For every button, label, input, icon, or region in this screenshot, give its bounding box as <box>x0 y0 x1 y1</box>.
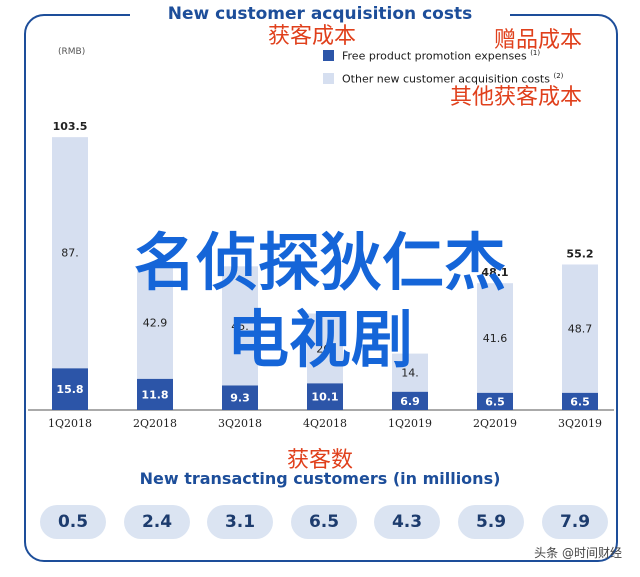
overlay-text-line2: 电视剧 <box>226 303 413 376</box>
legend-other-note: (2) <box>553 72 564 80</box>
title-mask <box>130 2 510 28</box>
bar-free-3Q2019 <box>562 392 598 410</box>
bar-free-4Q2018 <box>307 383 343 410</box>
label-total-1Q2018: 103.5 <box>53 120 88 133</box>
unit-label: (RMB) <box>58 47 86 57</box>
bar-other-2Q2019 <box>477 283 513 393</box>
label-other-4Q2018: 26. <box>316 342 334 355</box>
bar-free-3Q2018 <box>222 385 258 410</box>
bar-other-3Q2018 <box>222 266 258 386</box>
legend-free-note: (1) <box>530 49 541 57</box>
customer-value-pill: 6.5 <box>291 505 357 539</box>
label-free-3Q2019: 6.5 <box>570 395 590 408</box>
customer-value-pill: 4.3 <box>374 505 440 539</box>
label-total-3Q2019: 55.2 <box>566 247 593 260</box>
label-other-2Q2018: 42.9 <box>143 316 168 329</box>
legend-other-label: Other new customer acquisition costs <box>342 72 550 86</box>
label-other-2Q2019: 41.6 <box>483 332 508 345</box>
legend-free: Free product promotion expenses (1) <box>323 49 540 63</box>
watermark: 头条 @时间财经 <box>534 546 622 560</box>
label-other-1Q2019: 14. <box>401 367 419 380</box>
label-free-1Q2018: 15.8 <box>56 383 83 396</box>
label-free-4Q2018: 10.1 <box>311 391 338 404</box>
bar-other-4Q2018 <box>307 313 343 384</box>
tick-label-2Q2019: 2Q2019 <box>473 417 517 430</box>
label-free-3Q2018: 9.3 <box>230 392 250 405</box>
tick-label-2Q2018: 2Q2018 <box>133 417 177 430</box>
tick-label-1Q2018: 1Q2018 <box>48 417 92 430</box>
legend-free-swatch <box>323 50 334 62</box>
label-other-1Q2018: 87. <box>61 247 79 260</box>
annotation-free-cn: 赠品成本 <box>494 28 583 53</box>
tick-label-4Q2018: 4Q2018 <box>303 417 347 430</box>
legend-other-text: Other new customer acquisition costs (2) <box>342 72 563 86</box>
customer-value-pill: 0.5 <box>40 505 106 539</box>
legend-free-text: Free product promotion expenses (1) <box>342 49 540 63</box>
label-other-3Q2019: 48.7 <box>568 323 593 336</box>
bar-free-1Q2019 <box>392 391 428 410</box>
bar-other-1Q2019 <box>392 353 428 392</box>
bar-other-2Q2018 <box>137 265 173 379</box>
section2-title: New transacting customers (in millions) <box>139 469 501 488</box>
label-other-3Q2018: 45. <box>231 320 249 333</box>
annotation-title-cn: 获客成本 <box>268 24 357 49</box>
bar-other-3Q2019 <box>562 264 598 393</box>
label-free-2Q2019: 6.5 <box>485 395 505 408</box>
legend-other: Other new customer acquisition costs (2) <box>323 72 563 86</box>
chart-title: New customer acquisition costs <box>167 4 473 24</box>
tick-label-1Q2019: 1Q2019 <box>388 417 432 430</box>
bar-free-1Q2018 <box>52 368 88 410</box>
customer-value-pill: 2.4 <box>124 505 190 539</box>
bar-other-1Q2018 <box>52 137 88 369</box>
label-total-2Q2019: 48.1 <box>481 266 508 279</box>
bar-free-2Q2018 <box>137 378 173 410</box>
bar-free-2Q2019 <box>477 392 513 410</box>
customer-value-pill: 7.9 <box>542 505 608 539</box>
tick-label-3Q2019: 3Q2019 <box>558 417 602 430</box>
tick-label-3Q2018: 3Q2018 <box>218 417 262 430</box>
label-free-1Q2019: 6.9 <box>400 395 420 408</box>
legend-other-swatch <box>323 73 334 85</box>
legend-free-label: Free product promotion expenses <box>342 49 527 63</box>
customer-value-pill: 5.9 <box>458 505 524 539</box>
annotation-section-cn: 获客数 <box>287 448 354 473</box>
overlay-text-line1: 名侦探狄仁杰 <box>133 226 506 299</box>
label-free-2Q2018: 11.8 <box>141 388 168 401</box>
customer-value-pill: 3.1 <box>207 505 273 539</box>
annotation-other-cn: 其他获客成本 <box>450 85 583 110</box>
